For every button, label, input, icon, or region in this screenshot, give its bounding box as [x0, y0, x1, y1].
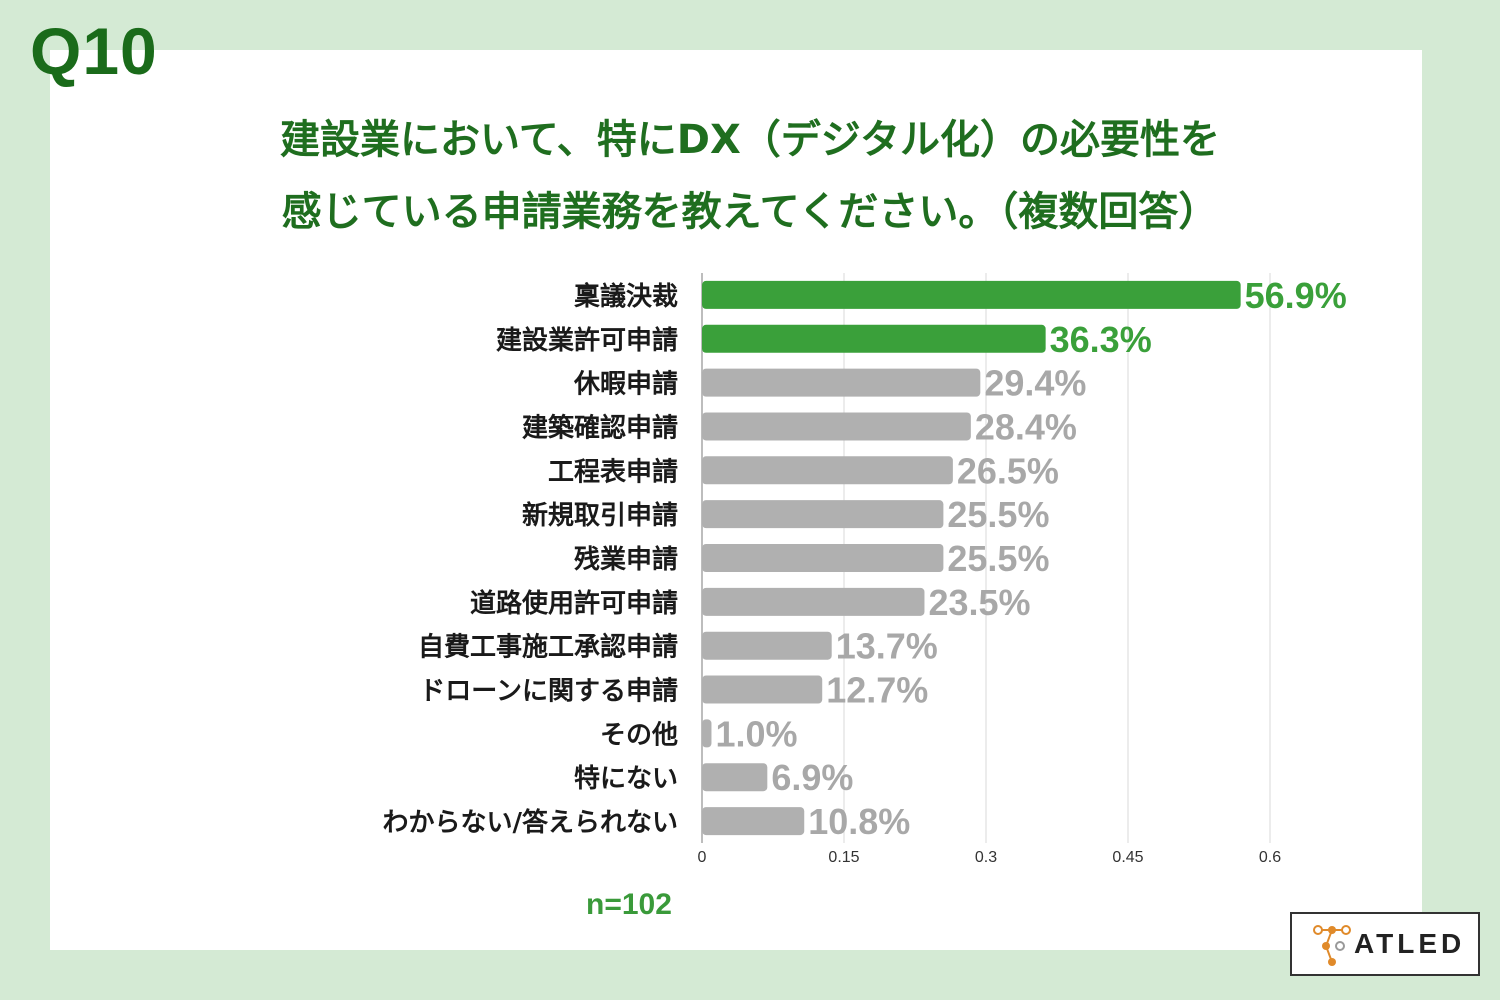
data-label: 25.5% [947, 494, 1049, 535]
bar [702, 587, 925, 616]
bar [702, 456, 953, 485]
bar [702, 412, 971, 441]
data-label: 29.4% [984, 363, 1086, 404]
x-tick-label: 0.3 [975, 849, 997, 866]
atled-logo: ATLED [1290, 912, 1480, 976]
data-label: 36.3% [1050, 319, 1152, 360]
bar [702, 675, 823, 704]
content-panel [50, 50, 1422, 950]
category-label: 稟議決裁 [574, 281, 678, 312]
bar [702, 280, 1241, 309]
data-label: 23.5% [928, 582, 1030, 623]
sample-size: n=102 [586, 888, 672, 921]
data-label: 12.7% [826, 670, 928, 711]
data-label: 26.5% [957, 450, 1059, 491]
category-label: わからない/答えられない [383, 807, 679, 838]
category-label: 休暇申請 [573, 369, 678, 400]
data-label: 10.8% [808, 801, 910, 842]
category-label: 特にない [574, 763, 678, 794]
bar [702, 324, 1046, 353]
bar [702, 763, 768, 792]
x-tick-label: 0.15 [828, 849, 859, 866]
bar [702, 807, 805, 836]
category-label: 工程表申請 [548, 456, 678, 487]
data-label: 28.4% [975, 406, 1077, 447]
x-tick-label: 0.45 [1112, 849, 1143, 866]
question-label: Q10 [30, 14, 158, 88]
x-tick-label: 0 [698, 849, 707, 866]
category-label: 残業申請 [574, 544, 678, 575]
data-label: 56.9% [1245, 275, 1347, 316]
data-label: 13.7% [836, 626, 938, 667]
bar [702, 368, 981, 397]
bar [702, 631, 832, 660]
category-label: その他 [600, 720, 678, 750]
bar [702, 544, 944, 572]
category-label: 建設業許可申請 [496, 325, 678, 356]
category-label: 自費工事施工承認申請 [418, 632, 678, 663]
data-label: 25.5% [947, 538, 1049, 579]
category-label: 建築確認申請 [522, 412, 678, 443]
category-label: ドローンに関する申請 [419, 676, 678, 707]
logo-text: ATLED [1354, 928, 1466, 959]
logo-mark-icon [1313, 925, 1351, 966]
x-tick-label: 0.6 [1259, 849, 1281, 866]
title-line-1: 建設業において、特にDX（デジタル化）の必要性を [279, 117, 1221, 163]
category-label: 道路使用許可申請 [470, 588, 678, 619]
data-label: 6.9% [771, 757, 853, 798]
title-line-2: 感じている申請業務を教えてください。（複数回答） [281, 189, 1219, 235]
bar [702, 719, 712, 748]
data-label: 1.0% [715, 713, 797, 754]
bar [702, 500, 944, 529]
category-label: 新規取引申請 [522, 500, 678, 531]
